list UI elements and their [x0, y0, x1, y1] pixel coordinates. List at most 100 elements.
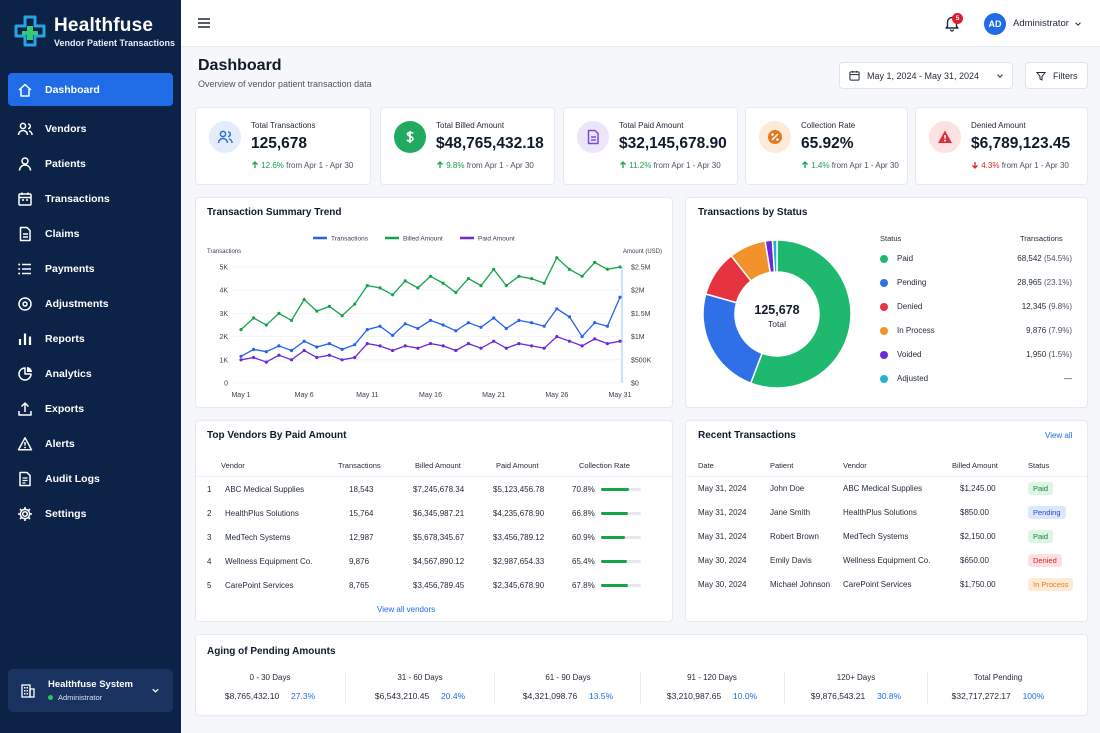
kpi-label: Total Paid Amount [619, 121, 684, 130]
data-point [605, 267, 609, 271]
data-point [239, 354, 243, 358]
brand[interactable]: Healthfuse Vendor Patient Transactions [13, 14, 175, 48]
sidebar-item-label: Audit Logs [45, 472, 100, 485]
view-all-vendors-link[interactable]: View all vendors [377, 605, 436, 614]
sidebar-item-reports[interactable]: Reports [8, 322, 173, 355]
data-point [492, 339, 496, 343]
kpi-value: 125,678 [251, 135, 308, 152]
status-label: Paid [897, 254, 914, 263]
online-status-dot [48, 695, 53, 700]
data-point [239, 328, 243, 332]
user-name[interactable]: Administrator [1013, 18, 1069, 29]
sidebar-item-audit-logs[interactable]: Audit Logs [8, 462, 173, 495]
left-tick-label: 5K [219, 265, 228, 272]
vendor-cell-billed: $3,456,789.45 [413, 581, 465, 590]
sidebar-item-label: Claims [45, 227, 80, 240]
status-count: 12,345 [1021, 302, 1047, 311]
sidebar-item-patients[interactable]: Patients [8, 147, 173, 180]
data-point [466, 342, 470, 346]
data-point [252, 347, 256, 351]
view-all-transactions-link[interactable]: View all [1045, 431, 1073, 440]
donut-slice-paid[interactable] [749, 239, 852, 389]
status-count: 1,950 [1026, 350, 1047, 359]
data-point [264, 350, 268, 354]
sidebar-item-exports[interactable]: Exports [8, 392, 173, 425]
users-icon [217, 130, 233, 144]
data-point [441, 281, 445, 285]
vendor-cell-rank: 1 [207, 485, 212, 494]
status-legend-dot [880, 351, 888, 359]
x-tick-label: May 11 [356, 392, 379, 399]
recent-cell-date: May 31, 2024 [698, 508, 747, 517]
avatar[interactable]: AD [984, 13, 1006, 35]
kpi-card-total-paid-amount: Total Paid Amount $32,145,678.90 11.2% fr… [563, 107, 738, 185]
aging-amount: $9,876,543.21 [810, 691, 866, 701]
aging-amount: $8,765,432.10 [224, 691, 280, 701]
data-point [353, 302, 357, 306]
kpi-value: 65.92% [801, 135, 854, 152]
status-value: — [1064, 374, 1072, 383]
status-legend-dot [880, 303, 888, 311]
date-range-value: May 1, 2024 - May 31, 2024 [867, 70, 980, 81]
left-tick-label: 2K [219, 334, 228, 341]
sidebar-item-dashboard[interactable]: Dashboard [8, 73, 173, 106]
recent-cell-amount: $1,750.00 [960, 580, 996, 589]
data-point [277, 344, 281, 348]
vendor-cell-tx: 15,764 [349, 509, 374, 518]
donut-slice-adjusted[interactable] [771, 239, 778, 273]
status-legend-dot [880, 255, 888, 263]
kpi-card-denied-amount: Denied Amount $6,789,123.45 4.3% from Apr… [915, 107, 1088, 185]
notification-badge: 5 [952, 13, 963, 24]
aging-bucket-label: 61 - 90 Days [545, 673, 591, 682]
left-axis-label: Transactions [207, 249, 241, 255]
aging-amount: $3,210,987.65 [666, 691, 722, 701]
recent-cell-patient: Emily Davis [770, 556, 812, 565]
data-point [593, 260, 597, 264]
data-point [530, 344, 534, 348]
collection-rate-bar [601, 512, 628, 515]
donut-center-value: 125,678 [754, 303, 799, 317]
data-point [327, 353, 331, 357]
chevron-down-icon[interactable] [1074, 20, 1082, 28]
vendor-cell-billed: $6,345,987.21 [413, 509, 465, 518]
sidebar-item-adjustments[interactable]: Adjustments [8, 287, 173, 320]
recent-cell-date: May 31, 2024 [698, 484, 747, 493]
sidebar-item-label: Reports [45, 332, 85, 345]
sidebar-item-settings[interactable]: Settings [8, 497, 173, 530]
recent-cell-amount: $650.00 [960, 556, 989, 565]
sidebar-item-vendors[interactable]: Vendors [8, 112, 173, 145]
filters-button[interactable]: Filters [1025, 62, 1088, 89]
donut-slice-pending[interactable] [702, 293, 764, 385]
data-point [264, 360, 268, 364]
status-percent: (54.5%) [1043, 254, 1072, 263]
kpi-label: Total Billed Amount [436, 121, 505, 130]
users-icon [17, 122, 33, 135]
data-point [289, 348, 294, 353]
vendor-cell-billed: $7,245,678.34 [413, 485, 465, 494]
aging-percent: 10.0% [733, 691, 758, 701]
data-point [580, 274, 584, 278]
data-point [277, 311, 281, 315]
date-range-picker[interactable]: May 1, 2024 - May 31, 2024 [839, 62, 1013, 89]
calendar-icon [18, 192, 32, 206]
sidebar-item-transactions[interactable]: Transactions [8, 182, 173, 215]
sidebar-item-claims[interactable]: Claims [8, 217, 173, 250]
vendor-col-header: Billed Amount [415, 461, 461, 470]
page-subtitle: Overview of vendor patient transaction d… [198, 79, 372, 89]
system-switcher[interactable]: Healthfuse System Administrator [8, 669, 173, 712]
data-point [567, 339, 572, 343]
sidebar-item-payments[interactable]: Payments [8, 252, 173, 285]
system-role: Administrator [58, 693, 103, 702]
aging-bucket-value: $3,210,987.65 10.0% [652, 691, 772, 701]
system-name: Healthfuse System [48, 679, 134, 690]
recent-cell-vendor: CarePoint Services [843, 580, 912, 589]
sidebar-item-analytics[interactable]: Analytics [8, 357, 173, 390]
sidebar-item-alerts[interactable]: Alerts [8, 427, 173, 460]
hamburger-menu-icon[interactable] [197, 16, 211, 30]
status-value: 12,345 (9.8%) [1022, 302, 1072, 311]
status-badge: Pending [1028, 506, 1066, 519]
right-tick-label: $1M [631, 334, 645, 341]
collection-rate-bar [601, 560, 628, 563]
status-badge: Denied [1028, 554, 1062, 567]
data-point [403, 344, 407, 348]
